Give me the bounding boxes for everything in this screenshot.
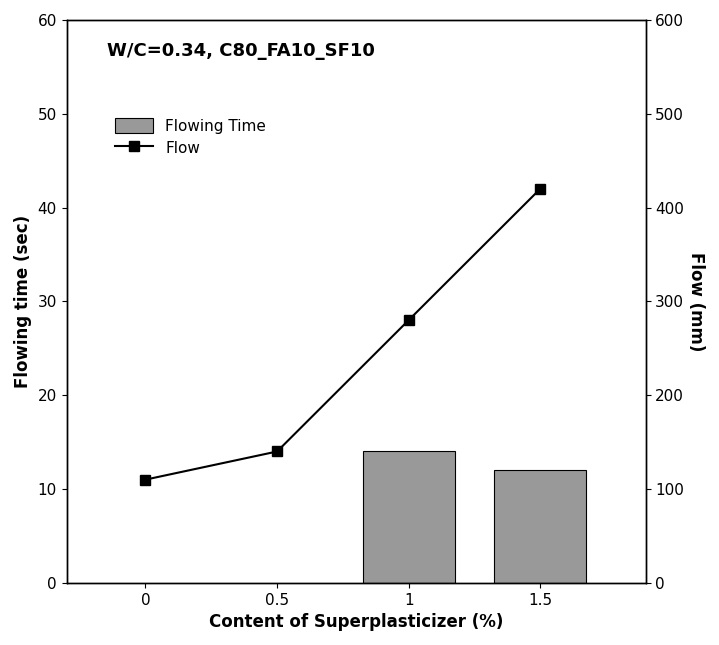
Y-axis label: Flowing time (sec): Flowing time (sec) [14, 215, 32, 388]
Bar [494, 470, 586, 583]
Bar [362, 451, 454, 583]
Legend: Flowing Time, Flow: Flowing Time, Flow [115, 117, 266, 155]
X-axis label: Content of Superplasticizer (%): Content of Superplasticizer (%) [209, 613, 503, 631]
Text: W/C=0.34, C80_FA10_SF10: W/C=0.34, C80_FA10_SF10 [107, 43, 375, 61]
Y-axis label: Flow (mm): Flow (mm) [687, 252, 705, 351]
